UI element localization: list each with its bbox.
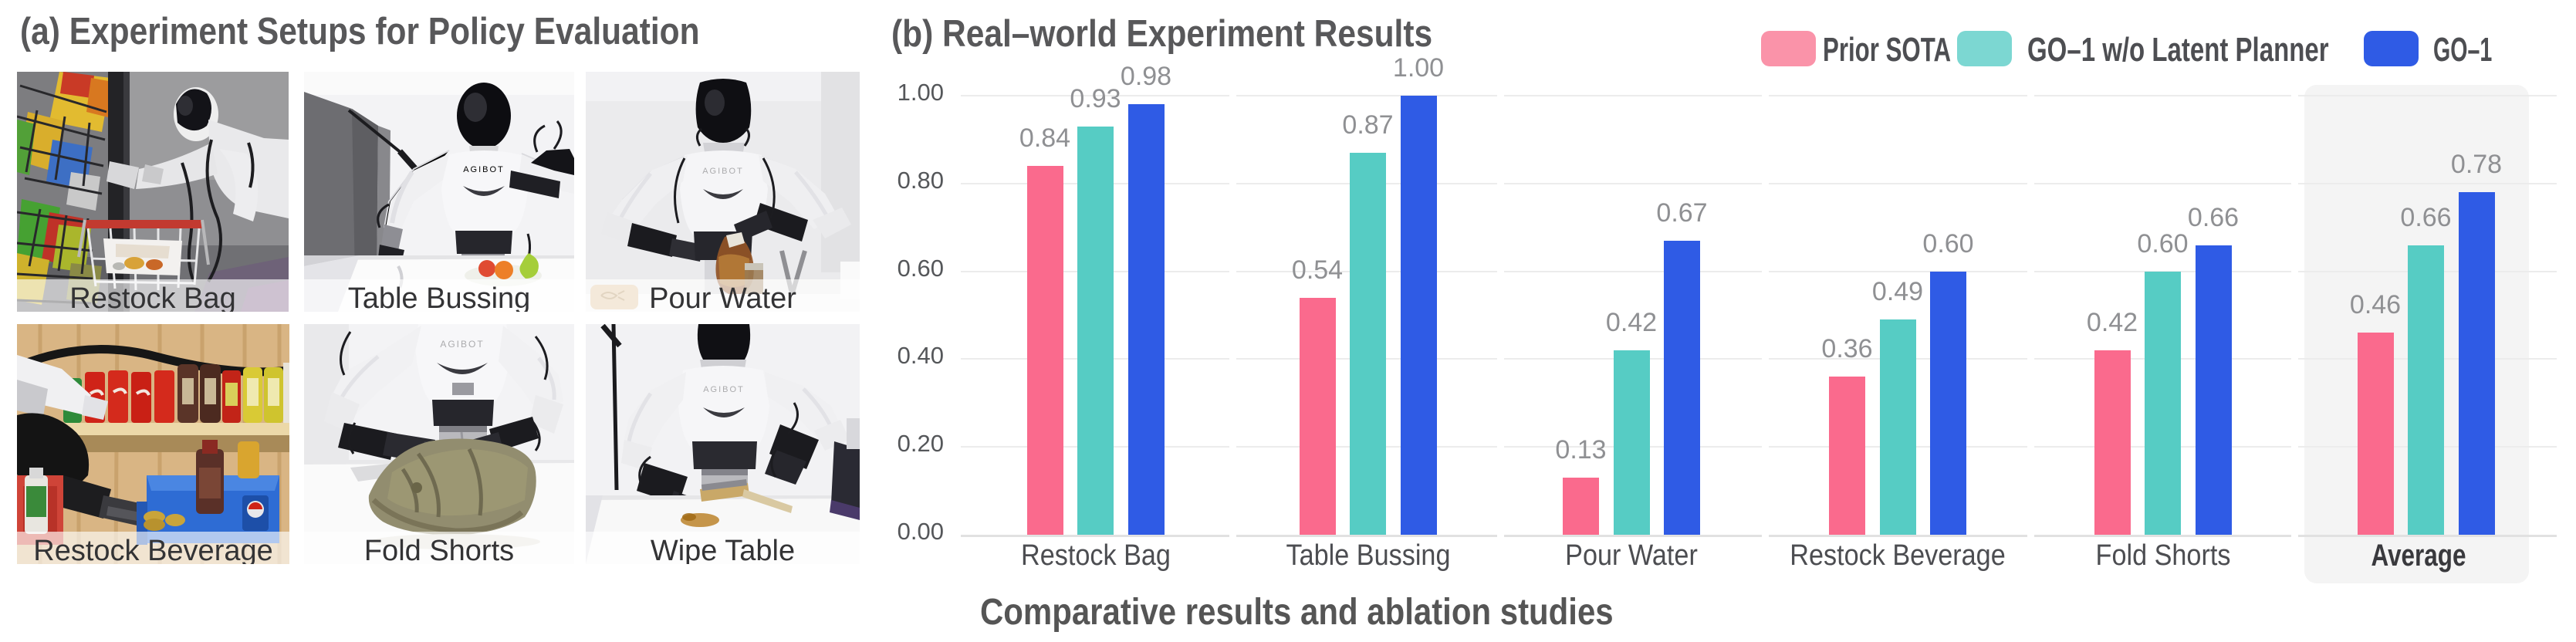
svg-text:AGIBOT: AGIBOT — [463, 165, 505, 174]
svg-text:AGIBOT: AGIBOT — [703, 385, 745, 394]
svg-text:AGIBOT: AGIBOT — [702, 167, 744, 176]
svg-text:AGIBOT: AGIBOT — [440, 339, 484, 350]
